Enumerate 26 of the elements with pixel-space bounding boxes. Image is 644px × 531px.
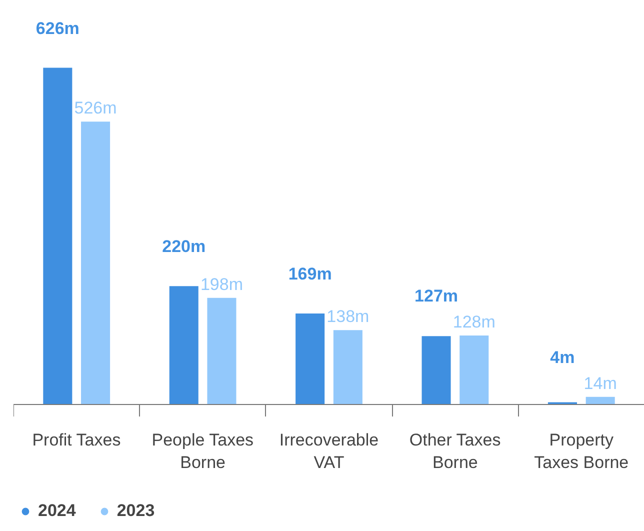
bar (296, 313, 325, 404)
data-label: 127m (414, 286, 458, 306)
data-label: 14m (584, 374, 617, 393)
legend-label: 2023 (116, 501, 155, 521)
data-label: 526m (74, 98, 117, 118)
bar (169, 286, 198, 404)
bar (422, 336, 451, 404)
x-tick-label: Profit Taxes (32, 430, 121, 450)
x-tick-label: People Taxes Borne (152, 430, 254, 472)
x-tick-label: Property Taxes Borne (534, 430, 629, 472)
x-tick-label: Irrecoverable VAT (279, 430, 379, 472)
data-label: 198m (200, 274, 243, 294)
bar (81, 122, 110, 404)
x-tick-label: Other Taxes Borne (409, 430, 501, 472)
data-label: 138m (326, 307, 370, 326)
bar (333, 330, 362, 404)
data-label: 128m (452, 312, 496, 332)
data-label: 220m (162, 237, 206, 256)
data-label: 626m (36, 18, 80, 38)
data-label: 169m (288, 264, 332, 284)
bar (43, 68, 72, 404)
bar (460, 336, 489, 404)
bar (586, 396, 615, 404)
legend-label: 2024 (38, 501, 76, 521)
bar (207, 298, 236, 404)
data-label: 4m (550, 348, 575, 367)
